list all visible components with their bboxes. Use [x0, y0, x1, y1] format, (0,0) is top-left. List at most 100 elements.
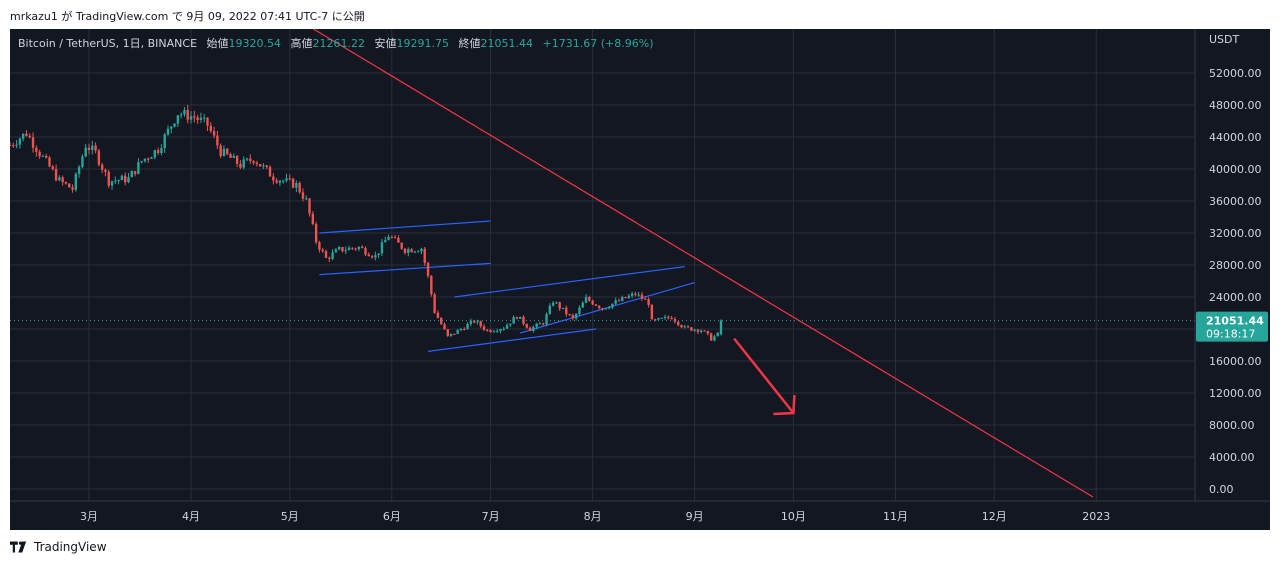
candle-body [413, 251, 417, 253]
candle-body [166, 128, 170, 135]
candle [380, 239, 384, 257]
candle [212, 126, 216, 139]
candle-body [130, 171, 133, 178]
candle [686, 325, 690, 328]
candle-body [693, 329, 696, 331]
candle-body [535, 323, 538, 328]
candle [456, 329, 459, 335]
candle [130, 170, 133, 178]
time-axis[interactable]: 3月 4月 5月 6月 7月 8月 9月 10月 11月 12月 2023 [10, 500, 1270, 523]
candle [249, 154, 252, 164]
candle [532, 325, 535, 333]
candle-body [38, 151, 41, 157]
candle [630, 291, 634, 299]
candle-body [163, 134, 166, 149]
candle-body [245, 158, 249, 160]
candle [301, 188, 305, 202]
candle-body [561, 307, 565, 309]
candle-body [367, 254, 370, 257]
candle-body [249, 158, 252, 162]
candle-body [489, 330, 492, 332]
candle [328, 256, 331, 263]
candle [677, 321, 680, 327]
candle [170, 126, 173, 134]
candle-body [690, 327, 693, 331]
candle-body [150, 157, 153, 159]
candle-body [617, 300, 621, 302]
candle-body [571, 314, 575, 319]
candle [486, 328, 489, 332]
candle [48, 155, 51, 168]
candle-body [242, 159, 245, 168]
candle [598, 305, 601, 310]
candle-body [354, 248, 357, 250]
y-tick-label: 44000.00 [1209, 131, 1262, 144]
candle-body [466, 324, 469, 330]
candle [35, 145, 38, 157]
candle [193, 110, 196, 123]
candle-body [229, 154, 232, 158]
candle-body [51, 166, 54, 170]
candle [384, 236, 387, 243]
candle-body [604, 308, 607, 310]
candle [361, 245, 364, 249]
candle [110, 180, 114, 191]
candle [463, 327, 466, 331]
high-label: 高値 [290, 37, 313, 50]
price-axis-unit: USDT [1209, 33, 1240, 46]
price-axis[interactable]: USDT 52000.00 48000.00 44000.00 40000.00 3600… [1194, 29, 1270, 530]
candle [440, 316, 443, 325]
candle-body [670, 317, 673, 320]
candle [466, 322, 469, 330]
candle-body [525, 323, 528, 328]
candle-body [407, 249, 410, 253]
candle [203, 114, 206, 123]
candle [416, 250, 420, 253]
y-tick-label: 48000.00 [1209, 99, 1262, 112]
candle-body [663, 316, 667, 318]
candle [499, 328, 502, 334]
y-tick-label: 32000.00 [1209, 227, 1262, 240]
candle [370, 255, 374, 259]
candle-body [630, 293, 634, 296]
candle-body [28, 135, 31, 138]
candle-body [285, 178, 288, 181]
candle [189, 111, 193, 124]
candle-body [87, 147, 91, 151]
candle-body [133, 171, 137, 174]
candle [334, 247, 338, 253]
candle [117, 179, 120, 185]
candlestick-chart[interactable]: USDT 52000.00 48000.00 44000.00 40000.00 3600… [10, 29, 1270, 530]
candle [657, 317, 660, 321]
candle-body [153, 150, 157, 158]
candle [443, 322, 446, 330]
y-tick-label: 12000.00 [1209, 387, 1262, 400]
candle-body [568, 314, 571, 316]
candle-body [328, 257, 331, 259]
candle [561, 307, 565, 310]
candle-body [393, 237, 397, 239]
candle-body [147, 158, 150, 160]
candle [558, 301, 561, 311]
candle [588, 295, 591, 302]
candle-body [291, 178, 295, 188]
footer-brand[interactable]: TradingView [10, 540, 107, 554]
candle [74, 172, 78, 192]
candle-body [581, 302, 584, 308]
candle [97, 148, 101, 167]
candle-body [265, 165, 268, 168]
candle-body [334, 249, 338, 253]
candle [232, 153, 236, 159]
candle [68, 183, 71, 188]
candle [258, 163, 262, 167]
chart-panel[interactable]: USDT 52000.00 48000.00 44000.00 40000.00 3600… [10, 29, 1270, 530]
candle-body [45, 155, 48, 158]
candle [222, 145, 226, 157]
bar-countdown-label: 09:18:17 [1206, 328, 1255, 341]
candle-body [667, 316, 670, 318]
close-value: 21051.44 [480, 37, 534, 50]
candle [160, 144, 163, 156]
trend-line-may-channel-bottom [319, 262, 491, 276]
candle [680, 324, 683, 329]
candle [644, 295, 647, 300]
